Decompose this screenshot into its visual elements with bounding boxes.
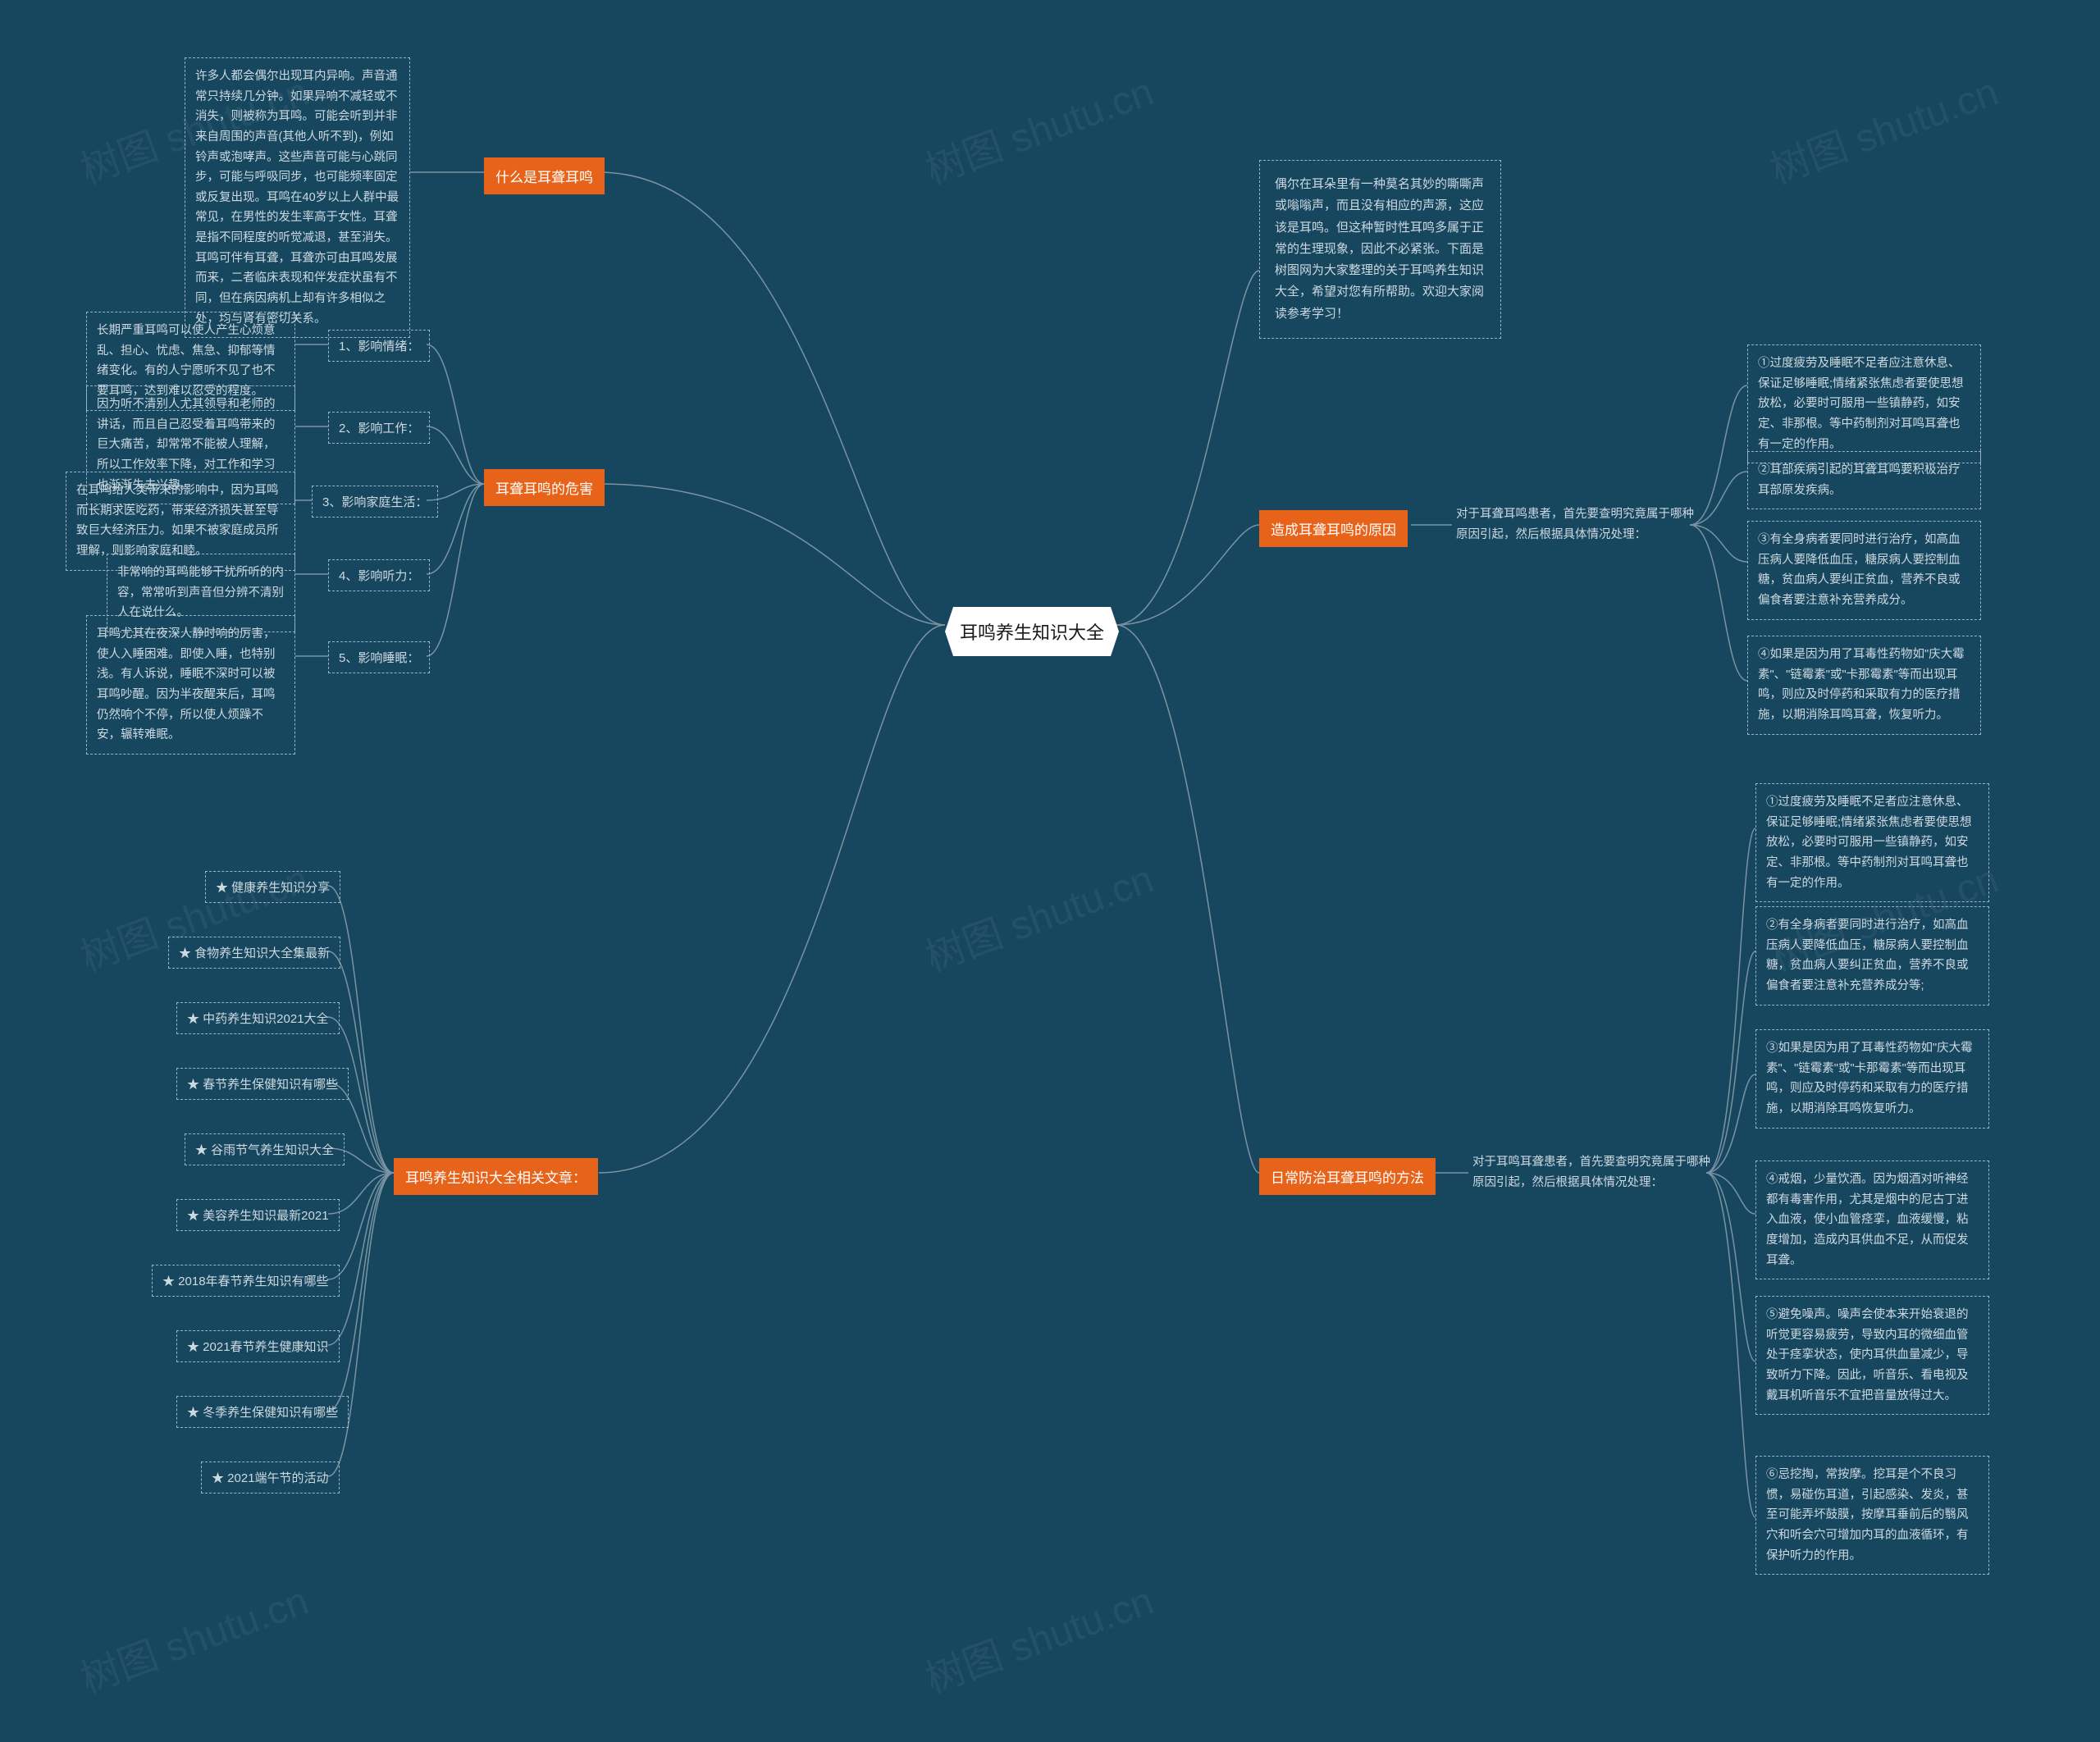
watermark: 树图 shutu.cn <box>916 846 1160 982</box>
related-link-8[interactable]: ★ 2021春节养生健康知识 <box>176 1330 340 1362</box>
causes-item-1: ①过度疲劳及睡眠不足者应注意休息、保证足够睡眠;情绪紧张焦虑者要使思想放松，必要… <box>1747 344 1981 463</box>
watermark: 树图 shutu.cn <box>1761 59 2005 194</box>
related-link-9[interactable]: ★ 冬季养生保健知识有哪些 <box>176 1396 349 1428</box>
what-is-desc: 许多人都会偶尔出现耳内异响。声音通常只持续几分钟。如果异响不减轻或不消失，则被称… <box>185 57 410 338</box>
related-link-10[interactable]: ★ 2021端午节的活动 <box>201 1462 340 1493</box>
harm-sub-5: 5、影响睡眠： <box>328 641 430 673</box>
causes-item-2: ②耳部疾病引起的耳聋耳鸣要积极治疗耳部原发疾病。 <box>1747 451 1981 509</box>
branch-what-is: 什么是耳聋耳鸣 <box>484 157 605 194</box>
related-link-7[interactable]: ★ 2018年春节养生知识有哪些 <box>152 1265 340 1297</box>
watermark: 树图 shutu.cn <box>916 1568 1160 1703</box>
branch-related-articles: 耳鸣养生知识大全相关文章： <box>394 1158 598 1195</box>
harm-desc-5: 耳鸣尤其在夜深人静时响的厉害，使人入睡困难。即使入睡，也特别浅。有人诉说，睡眠不… <box>86 615 295 755</box>
related-link-2[interactable]: ★ 食物养生知识大全集最新 <box>168 937 340 969</box>
intro-text: 偶尔在耳朵里有一种莫名其妙的嘶嘶声或嗡嗡声，而且没有相应的声源，这应该是耳鸣。但… <box>1259 160 1501 339</box>
harm-sub-4: 4、影响听力： <box>328 559 430 591</box>
prevention-item-1: ①过度疲劳及睡眠不足者应注意休息、保证足够睡眠;情绪紧张焦虑者要使思想放松，必要… <box>1755 783 1989 902</box>
branch-harm: 耳聋耳鸣的危害 <box>484 469 605 506</box>
related-link-5[interactable]: ★ 谷雨节气养生知识大全 <box>185 1133 345 1165</box>
prevention-item-5: ⑤避免噪声。噪声会使本来开始衰退的听觉更容易疲劳，导致内耳的微细血管处于痉挛状态… <box>1755 1296 1989 1415</box>
branch-causes: 造成耳聋耳鸣的原因 <box>1259 510 1408 547</box>
causes-item-4: ④如果是因为用了耳毒性药物如"庆大霉素"、"链霉素"或"卡那霉素"等而出现耳鸣，… <box>1747 636 1981 735</box>
prevention-item-2: ②有全身病者要同时进行治疗，如高血压病人要降低血压，糖尿病人要控制血糖，贫血病人… <box>1755 906 1989 1006</box>
related-link-3[interactable]: ★ 中药养生知识2021大全 <box>176 1002 340 1034</box>
branch-prevention: 日常防治耳聋耳鸣的方法 <box>1259 1158 1436 1195</box>
watermark: 树图 shutu.cn <box>916 59 1160 194</box>
center-node: 耳鸣养生知识大全 <box>945 607 1119 656</box>
prevention-item-4: ④戒烟，少量饮酒。因为烟酒对听神经都有毒害作用，尤其是烟中的尼古丁进入血液，使小… <box>1755 1161 1989 1279</box>
watermark: 树图 shutu.cn <box>71 1568 315 1703</box>
related-link-4[interactable]: ★ 春节养生保健知识有哪些 <box>176 1068 349 1100</box>
harm-sub-2: 2、影响工作： <box>328 412 430 444</box>
prevention-item-6: ⑥忌挖掏，常按摩。挖耳是个不良习惯，易碰伤耳道，引起感染、发炎，甚至可能弄坏鼓膜… <box>1755 1456 1989 1575</box>
causes-item-3: ③有全身病者要同时进行治疗，如高血压病人要降低血压，糖尿病人要控制血糖，贫血病人… <box>1747 521 1981 620</box>
harm-sub-1: 1、影响情绪： <box>328 330 430 362</box>
prevention-para: 对于耳鸣耳聋患者，首先要查明究竟属于哪种原因引起，然后根据具体情况处理： <box>1472 1152 1710 1192</box>
related-link-6[interactable]: ★ 美容养生知识最新2021 <box>176 1199 340 1231</box>
causes-para: 对于耳聋耳鸣患者，首先要查明究竟属于哪种原因引起，然后根据具体情况处理： <box>1456 504 1694 545</box>
related-link-1[interactable]: ★ 健康养生知识分享 <box>205 871 340 903</box>
prevention-item-3: ③如果是因为用了耳毒性药物如"庆大霉素"、"链霉素"或"卡那霉素"等而出现耳鸣，… <box>1755 1029 1989 1129</box>
harm-sub-3: 3、影响家庭生活： <box>312 486 438 518</box>
